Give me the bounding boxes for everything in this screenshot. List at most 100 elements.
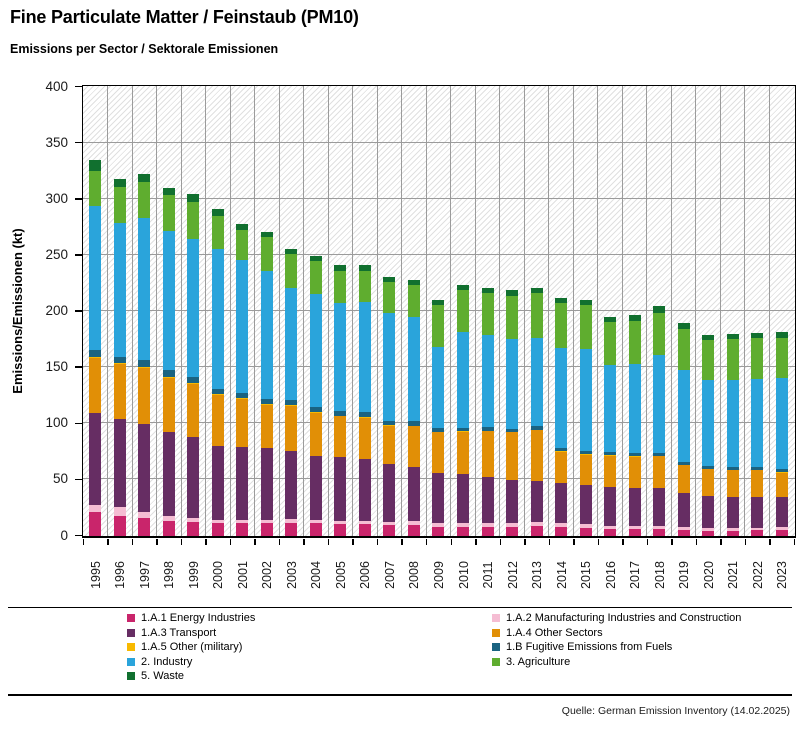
bar-segment <box>285 522 298 536</box>
bar-2015 <box>579 299 592 536</box>
bar-column-2011 <box>475 86 500 536</box>
bar-2023 <box>775 331 788 536</box>
bar-column-1997 <box>132 86 157 536</box>
bar-2003 <box>285 248 298 536</box>
bar-segment <box>506 431 519 433</box>
bar-column-2015 <box>573 86 598 536</box>
bar-segment <box>211 249 224 389</box>
bar-segment <box>432 523 445 528</box>
x-tick-mark <box>107 539 109 545</box>
bar-segment <box>530 337 543 426</box>
bar-segment <box>506 338 519 429</box>
bar-column-2002 <box>255 86 280 536</box>
bar-segment <box>383 524 396 536</box>
bar-segment <box>162 431 175 516</box>
bar-segment <box>309 523 322 536</box>
bar-column-2018 <box>647 86 672 536</box>
legend-item: 1.A.3 Transport <box>127 626 492 641</box>
bar-2012 <box>506 290 519 536</box>
bar-segment <box>138 511 151 519</box>
bar-segment <box>113 363 126 365</box>
x-tick-mark <box>82 539 85 545</box>
bar-segment <box>334 411 347 416</box>
x-axis-year-label: 2003 <box>284 561 299 589</box>
bar-segment <box>555 527 568 536</box>
bar-segment <box>285 400 298 406</box>
bar-column-2001 <box>230 86 255 536</box>
bar-segment <box>383 420 396 426</box>
bar-segment <box>677 370 690 463</box>
legend-swatch-icon <box>127 643 135 652</box>
bar-2021 <box>726 334 739 536</box>
y-tick-mark <box>75 366 82 368</box>
bar-segment <box>113 418 126 508</box>
bar-segment <box>334 524 347 536</box>
gridline-x <box>131 86 133 536</box>
bar-segment <box>236 229 249 261</box>
bar-segment <box>530 429 543 431</box>
bar-segment <box>555 523 568 528</box>
bar-segment <box>628 528 641 536</box>
bar-segment <box>751 332 764 338</box>
bar-segment <box>113 179 126 187</box>
gridline-x <box>205 86 207 536</box>
legend-label: 2. Industry <box>141 655 193 668</box>
bar-segment <box>628 452 641 457</box>
bar-segment <box>702 379 715 467</box>
bar-segment <box>702 340 715 380</box>
gridline-x <box>523 86 525 536</box>
bar-segment <box>751 496 764 529</box>
y-tick-label-50: 50 <box>52 471 68 487</box>
bar-column-1995 <box>83 86 108 536</box>
gridline-x <box>229 86 231 536</box>
bar-segment <box>309 455 322 521</box>
bar-segment <box>604 455 617 488</box>
gridline-x <box>278 86 280 536</box>
bar-segment <box>530 526 543 536</box>
bar-2006 <box>358 265 371 536</box>
bar-segment <box>653 526 666 529</box>
x-tick-mark <box>499 539 502 545</box>
bar-segment <box>775 378 788 470</box>
y-tick-label-150: 150 <box>45 359 68 375</box>
legend-swatch-icon <box>127 657 135 666</box>
bar-segment <box>432 432 445 473</box>
x-axis-year-label: 2016 <box>603 561 618 589</box>
legend-label: 1.A.5 Other (military) <box>141 641 243 654</box>
bar-segment <box>138 173 151 182</box>
bar-segment <box>309 255 322 262</box>
x-tick-mark <box>401 539 403 545</box>
bar-2020 <box>702 335 715 536</box>
bar-segment <box>481 527 494 536</box>
legend-label: 5. Waste <box>141 670 184 683</box>
bar-segment <box>162 376 175 378</box>
y-tick-label-200: 200 <box>45 303 68 318</box>
bar-segment <box>702 495 715 529</box>
bar-segment <box>358 524 371 536</box>
bar-segment <box>358 302 371 413</box>
bar-segment <box>162 195 175 231</box>
bar-segment <box>187 436 200 519</box>
x-tick-mark <box>205 539 207 545</box>
x-axis-year-label: 2005 <box>333 561 348 589</box>
y-axis-title: Emissions/Emissionen (kt) <box>10 228 25 394</box>
gridline-x <box>107 86 109 536</box>
bar-segment <box>604 487 617 527</box>
legend-item: 2. Industry <box>127 655 492 670</box>
bar-segment <box>89 170 102 206</box>
bar-segment <box>775 472 788 498</box>
x-tick-mark <box>597 539 600 545</box>
bar-segment <box>530 425 543 430</box>
x-tick-mark <box>769 539 771 545</box>
x-axis-year-label: 2013 <box>530 561 545 589</box>
y-tick-mark <box>75 254 82 256</box>
gridline-x <box>425 86 427 536</box>
bar-segment <box>457 527 469 536</box>
bar-segment <box>481 430 494 432</box>
bar-segment <box>457 290 469 333</box>
bar-segment <box>555 347 568 449</box>
bar-segment <box>407 425 420 427</box>
bar-segment <box>751 467 764 471</box>
x-axis-year-label: 1995 <box>88 561 103 589</box>
gridline-x <box>303 86 305 536</box>
